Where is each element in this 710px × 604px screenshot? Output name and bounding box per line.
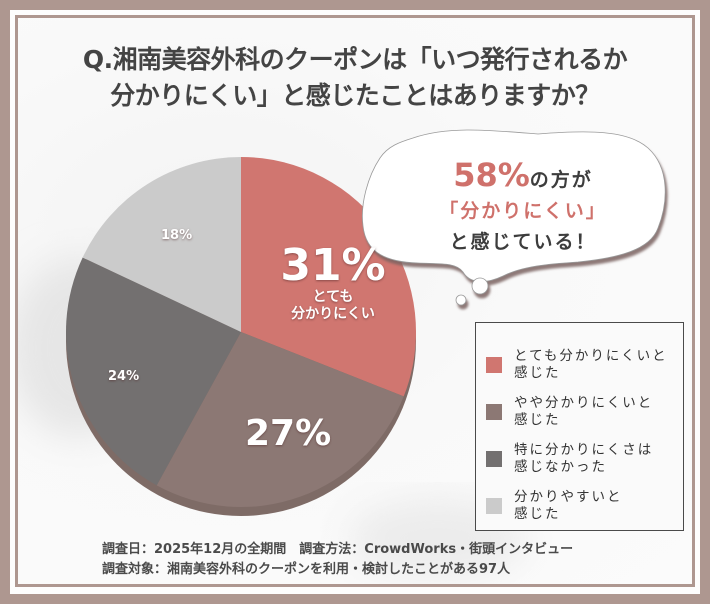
slice-sub-1: とても [312,289,354,305]
legend-label: とても分かりにくいと 感じた [514,347,668,381]
legend-label: 分かりやすいと 感じた [514,488,623,522]
legend-item-not-hard: 特に分かりにくさは 感じなかった [486,435,683,482]
pie-slice [82,157,241,332]
survey-footnote: 調査日：2025年12月の全期間 調査方法：CrowdWorks・街頭インタビュ… [102,540,573,580]
slice-value-24: 24% [108,369,140,384]
chart-panel: Q.湘南美容外科のクーポンは「いつ発行されるか 分かりにくい」と感じたことはあり… [15,15,695,587]
legend-swatch [486,450,502,467]
legend-swatch [486,497,502,514]
question-title: Q.湘南美容外科のクーポンは「いつ発行されるか 分かりにくい」と感じたことはあり… [18,42,692,114]
pie-slice [65,257,241,486]
pie-slice [156,332,404,508]
footnote-line-1: 調査日：2025年12月の全期間 調査方法：CrowdWorks・街頭インタビュ… [102,542,574,557]
slice-value-27: 27% [245,413,332,454]
bubble-line-1: 58%の方が [378,159,668,196]
thought-bubble [361,129,666,306]
title-line-2: 分かりにくい」と感じたことはありますか？ [110,81,600,110]
legend-label: やや分かりにくいと 感じた [514,394,654,428]
bubble-line-2: 「分かりにくい」 [439,200,607,222]
bubble-line-3: と感じている！ [449,231,597,253]
slice-value-18: 18% [161,228,193,243]
legend-swatch [486,356,502,373]
pie-chart [18,129,666,578]
slice-value-31: 31% [280,240,386,291]
legend-label: 特に分かりにくさは 感じなかった [514,441,654,475]
legend-item-very-hard: とても分かりにくいと 感じた [486,341,683,388]
title-line-1: Q.湘南美容外科のクーポンは「いつ発行されるか [82,45,628,74]
bubble-line-1-rest: の方が [529,169,593,191]
bubble-callout: 58%の方が 「分かりにくい」 と感じている！ [378,159,668,258]
chart-legend: とても分かりにくいと 感じた やや分かりにくいと 感じた 特に分かりにくさは 感じなか… [475,322,684,531]
legend-swatch [486,403,502,420]
legend-item-easy: 分かりやすいと 感じた [486,482,683,529]
slice-sub-2: 分かりにくい [291,306,375,322]
footnote-line-2: 調査対象：湘南美容外科のクーポンを利用・検討したことがある97人 [102,562,511,577]
slice-label-very-hard: 31% とても 分かりにくい [273,243,393,323]
legend-item-somewhat-hard: やや分かりにくいと 感じた [486,388,683,435]
bubble-percent: 58% [453,156,530,194]
